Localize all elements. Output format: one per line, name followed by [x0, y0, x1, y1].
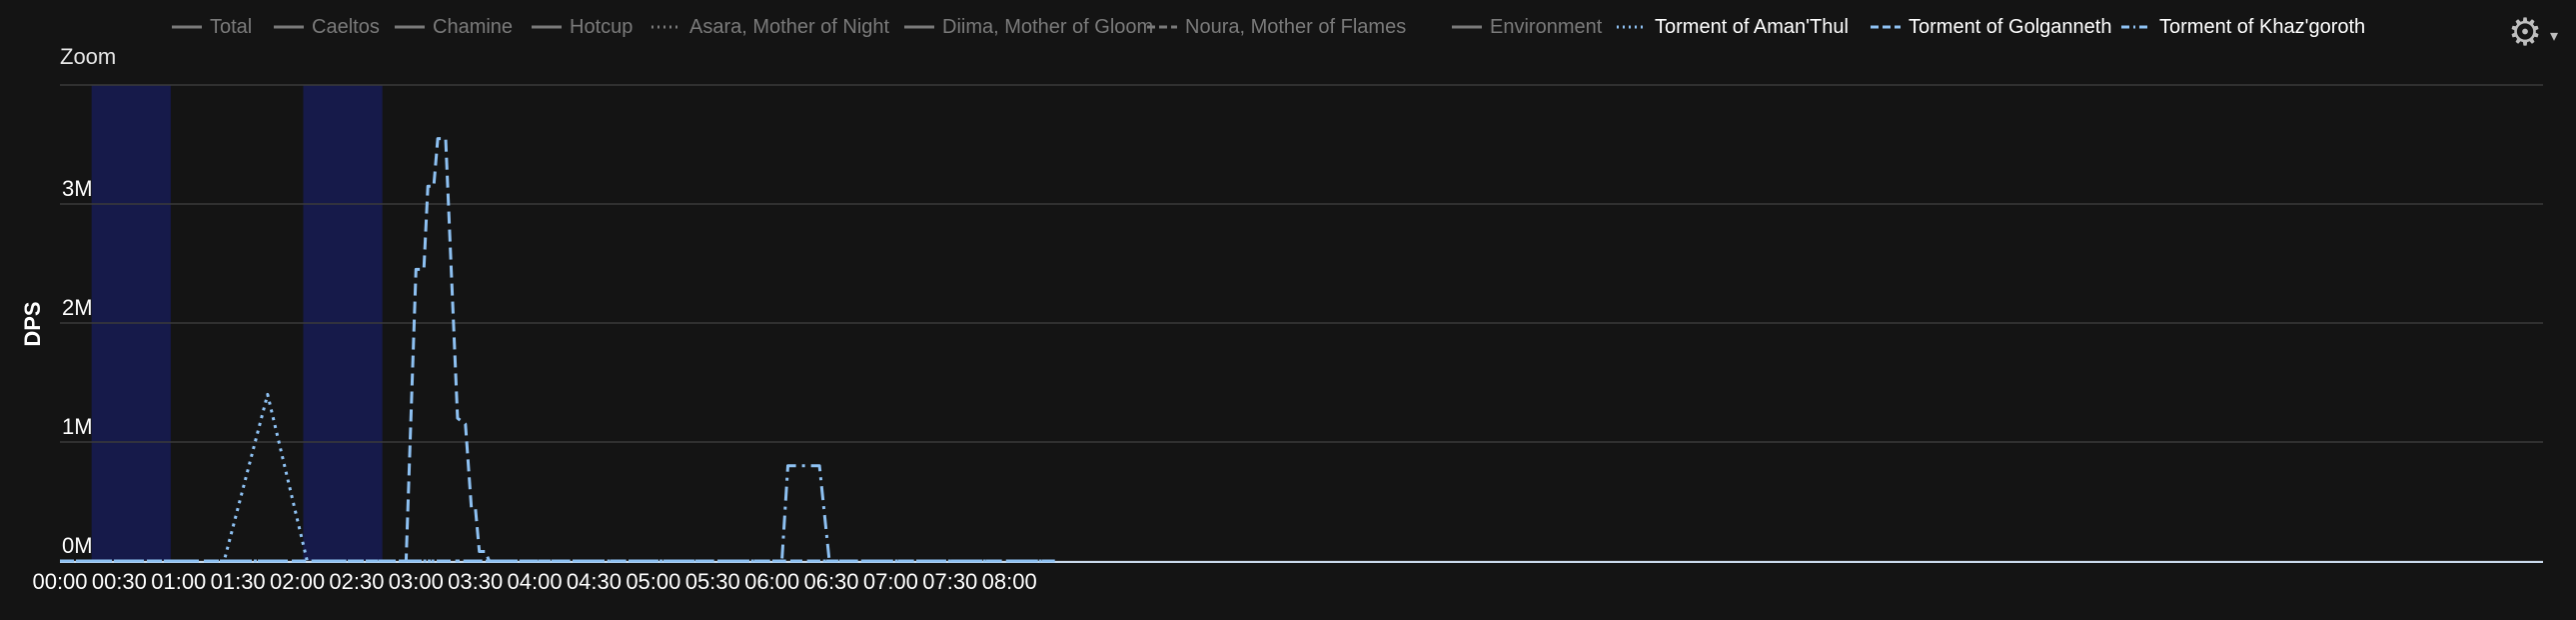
x-tick-label: 01:30 — [211, 569, 266, 594]
series-line-0 — [60, 392, 1055, 563]
y-tick-label: 2M — [62, 295, 93, 320]
x-tick-label: 04:30 — [567, 569, 622, 594]
legend-label: Asara, Mother of Night — [689, 15, 890, 38]
legend-item[interactable]: Hotcup — [532, 10, 633, 44]
legend-swatch — [651, 25, 681, 29]
series-line-2 — [60, 464, 1055, 563]
legend-item[interactable]: Diima, Mother of Gloom — [904, 10, 1153, 44]
legend-label: Diima, Mother of Gloom — [942, 15, 1154, 38]
legend-swatch — [395, 25, 425, 29]
caret-down-icon[interactable]: ▾ — [2550, 28, 2559, 45]
legend-swatch — [1871, 25, 1901, 29]
x-tick-label: 05:00 — [626, 569, 680, 594]
y-tick-label: 1M — [62, 414, 93, 439]
legend-item[interactable]: Caeltos — [274, 10, 380, 44]
x-tick-label: 08:00 — [982, 569, 1037, 594]
gear-icon[interactable]: ⚙ — [2508, 12, 2543, 54]
legend-label: Torment of Golganneth — [1909, 15, 2112, 38]
legend-swatch — [1147, 25, 1177, 29]
x-tick-label: 06:30 — [803, 569, 858, 594]
legend-swatch — [274, 25, 304, 29]
legend-swatch — [1617, 25, 1647, 29]
legend-item[interactable]: Torment of Khaz'goroth — [2121, 10, 2365, 44]
legend-label: Total — [210, 15, 253, 38]
x-tick-label: 00:30 — [92, 569, 147, 594]
legend-swatch — [532, 25, 562, 29]
legend-swatch — [2121, 25, 2151, 29]
x-tick-label: 03:00 — [389, 569, 444, 594]
x-tick-label: 06:00 — [744, 569, 799, 594]
legend-item[interactable]: Environment — [1452, 10, 1602, 44]
legend-item[interactable]: Chamine — [395, 10, 513, 44]
x-tick-label: 05:30 — [685, 569, 740, 594]
y-tick-label: 0M — [62, 533, 93, 558]
x-tick-label: 02:30 — [329, 569, 384, 594]
y-tick-label: 3M — [62, 176, 93, 201]
legend-label: Caeltos — [312, 15, 380, 38]
legend-label: Torment of Aman'Thul — [1655, 15, 1849, 38]
x-tick-label: 01:00 — [151, 569, 206, 594]
x-tick-label: 07:00 — [863, 569, 918, 594]
legend-label: Environment — [1490, 15, 1603, 38]
legend: Total Caeltos Chamine Hotcup Asara, Mother o… — [0, 10, 2576, 44]
x-tick-label: 03:30 — [448, 569, 503, 594]
x-tick-label: 00:00 — [32, 569, 87, 594]
x-tick-label: 07:30 — [922, 569, 977, 594]
legend-item[interactable]: Total — [172, 10, 252, 44]
legend-item[interactable]: Torment of Aman'Thul — [1617, 10, 1849, 44]
legend-label: Chamine — [433, 15, 514, 38]
legend-swatch — [904, 25, 934, 29]
legend-item[interactable]: Noura, Mother of Flames — [1147, 10, 1406, 44]
zoom-button[interactable]: Zoom — [60, 44, 117, 69]
legend-swatch — [1452, 25, 1482, 29]
legend-item[interactable]: Asara, Mother of Night — [651, 10, 889, 44]
x-tick-label: 04:00 — [508, 569, 563, 594]
legend-label: Hotcup — [570, 15, 634, 38]
legend-label: Noura, Mother of Flames — [1185, 15, 1407, 38]
series-line-1 — [60, 137, 1055, 563]
y-axis-label: DPS — [20, 301, 45, 346]
x-tick-label: 02:00 — [270, 569, 325, 594]
legend-swatch — [172, 25, 202, 29]
legend-item[interactable]: Torment of Golganneth — [1871, 10, 2111, 44]
legend-label: Torment of Khaz'goroth — [2159, 15, 2366, 38]
